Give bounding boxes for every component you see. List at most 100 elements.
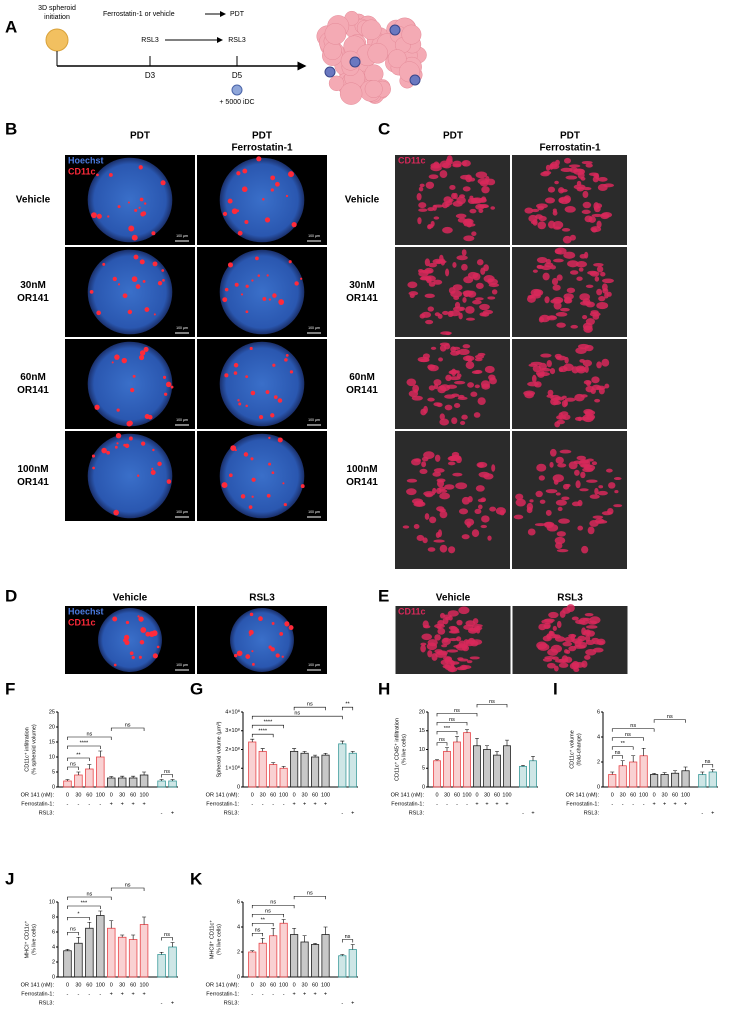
cd11c-signal <box>285 194 289 198</box>
y-tick-label: 20 <box>419 709 425 715</box>
cd11c-surface <box>552 656 559 661</box>
cd11c-signal <box>278 299 285 305</box>
cd11c-surface <box>455 350 461 355</box>
cd11c-surface <box>457 348 470 356</box>
significance-bracket <box>611 746 634 750</box>
x-tick-label: + <box>351 810 354 816</box>
cd11c-signal <box>288 171 294 178</box>
cd11c-surface <box>577 525 584 531</box>
bar <box>433 760 441 788</box>
cd11c-signal <box>132 374 136 378</box>
cd11c-surface <box>596 265 604 273</box>
cd11c-surface <box>582 467 594 473</box>
cd11c-surface <box>574 416 582 421</box>
cd11c-surface <box>446 649 459 653</box>
cd11c-signal <box>141 211 147 216</box>
panel-label: F <box>5 679 15 698</box>
cd11c-surface <box>475 203 485 210</box>
cd11c-surface <box>585 625 598 629</box>
x-tick-label: 0 <box>475 792 478 798</box>
cd11c-surface <box>552 210 558 216</box>
x-tick-label: - <box>67 801 69 807</box>
cd11c-surface <box>553 258 564 263</box>
cd11c-surface <box>608 482 616 489</box>
scale-bar-label: 100 µm <box>308 234 320 238</box>
error-bar <box>170 779 175 781</box>
cd11c-surface <box>491 289 498 295</box>
bar <box>157 954 166 978</box>
cd11c-signal <box>233 371 238 375</box>
cd11c-signal <box>139 350 146 356</box>
cd11c-surface <box>531 208 540 213</box>
cd11c-surface <box>467 637 476 645</box>
cd11c-surface <box>446 659 453 663</box>
cd11c-signal <box>115 433 122 439</box>
spheroid-icon <box>45 28 69 52</box>
x-tick-label: 30 <box>119 982 125 988</box>
cd11c-signal <box>300 277 303 280</box>
cd11c-surface <box>577 635 586 642</box>
cd11c-surface <box>442 617 449 625</box>
cd11c-surface <box>461 249 467 256</box>
cd11c-signal <box>236 209 240 213</box>
cd11c-surface <box>558 518 570 524</box>
cd11c-surface <box>478 197 487 203</box>
x-tick-label: 100 <box>96 982 105 988</box>
cd11c-signal <box>224 287 229 292</box>
tissue-cell <box>367 42 389 64</box>
error-bar <box>465 729 469 733</box>
cd11c-surface <box>471 231 477 237</box>
cd11c-surface <box>451 417 458 425</box>
cd11c-surface <box>554 180 559 185</box>
cd11c-surface <box>564 649 569 654</box>
cd11c-signal <box>124 443 130 449</box>
row-label: OR141 <box>346 293 378 304</box>
error-bar <box>65 948 70 951</box>
x-tick-label: 60 <box>312 982 318 988</box>
bar <box>117 936 127 978</box>
bar <box>139 774 149 788</box>
cd11c-surface <box>580 394 588 398</box>
x-tick-label: 0 <box>110 982 113 988</box>
error-bar <box>531 755 535 761</box>
cd11c-signal <box>89 290 94 294</box>
cd11c-surface <box>459 306 465 311</box>
error-bar <box>610 771 615 775</box>
cd11c-surface <box>536 463 547 472</box>
bar <box>639 755 648 788</box>
bar <box>157 780 166 788</box>
cd11c-surface <box>531 374 537 383</box>
error-bar <box>260 748 265 752</box>
cd11c-surface <box>436 487 442 495</box>
row-label: Vehicle <box>345 195 380 206</box>
error-bar <box>250 738 255 742</box>
error-bar <box>302 751 307 754</box>
cd11c-signal <box>128 225 135 232</box>
cd11c-surface <box>480 524 488 529</box>
bar <box>503 745 511 788</box>
significance-label: ns <box>86 731 92 737</box>
cd11c-surface <box>582 322 593 331</box>
cd11c-surface <box>458 508 469 515</box>
cd11c-surface <box>596 288 603 296</box>
y-tick-label: 10 <box>49 754 55 760</box>
cd11c-surface <box>434 634 441 641</box>
significance-label: ns <box>255 928 261 934</box>
x-row-label: Ferrostatin-1: <box>21 801 54 807</box>
significance-bracket <box>251 913 284 918</box>
cd11c-surface <box>576 366 586 374</box>
cd11c-surface <box>573 168 585 173</box>
bar <box>290 934 299 978</box>
cd11c-surface <box>449 664 456 672</box>
x-row-label: Ferrostatin-1: <box>206 991 239 997</box>
tissue-cell <box>323 41 342 61</box>
cd11c-surface <box>543 618 555 623</box>
y-tick-label: 2 <box>597 759 600 765</box>
x-tick-label: + <box>711 810 714 816</box>
tissue-cell <box>361 19 382 40</box>
cd11c-surface <box>584 654 591 660</box>
significance-bracket <box>251 922 274 927</box>
cd11c-surface <box>471 370 481 375</box>
significance-label: ns <box>449 717 455 723</box>
y-tick-label: 6 <box>237 899 240 905</box>
